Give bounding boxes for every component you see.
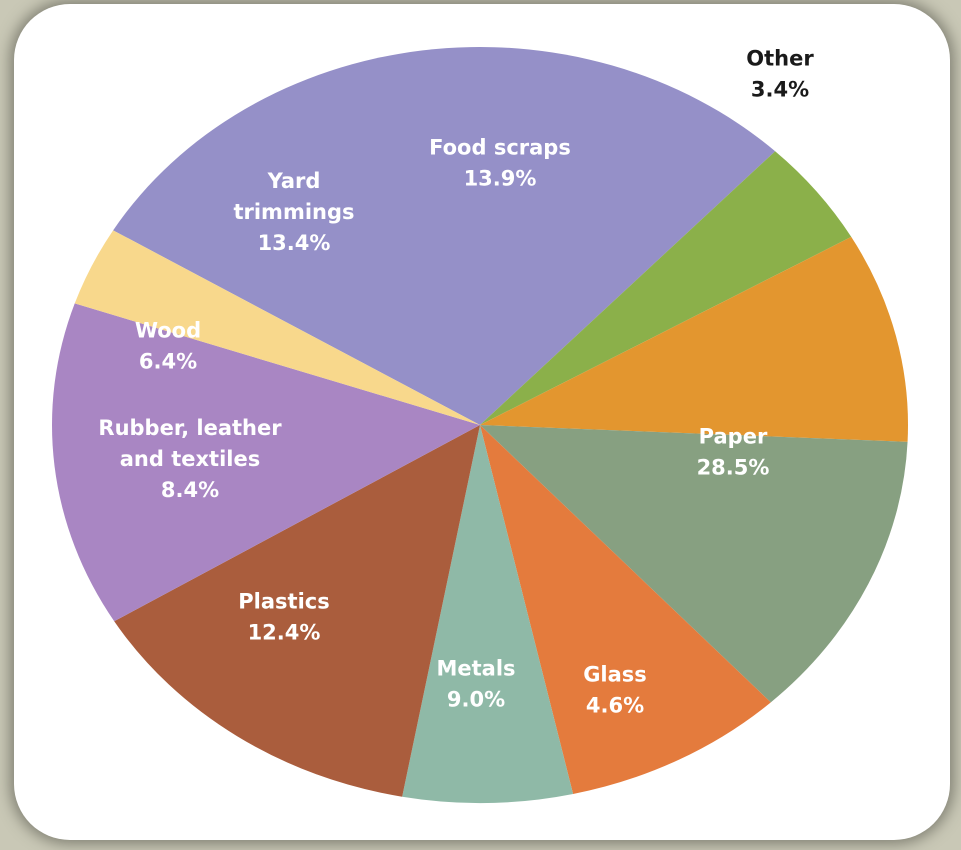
pie-slices (51, 46, 908, 803)
slice-value-label: 8.4% (161, 478, 219, 502)
slice-paper (113, 46, 776, 426)
slice-name-label: Food scraps (429, 136, 571, 160)
slice-name-label: Other (746, 47, 814, 71)
slice-food-scraps (51, 303, 480, 622)
label-glass: Glass 4.6% (583, 663, 647, 718)
label-paper: Paper 28.5% (697, 425, 770, 480)
label-rubber-leather-and-textiles: Rubber, leather and textiles 8.4% (98, 416, 282, 502)
slice-value-label: 13.4% (258, 231, 331, 255)
label-other: Other 3.4% (746, 47, 814, 102)
slice-name-label: Glass (583, 663, 647, 687)
slice-labels: Paper 28.5% Glass 4.6% Metals 9.0% Plastics 12.… (98, 47, 814, 718)
label-wood: Wood 6.4% (135, 319, 201, 374)
slice-name-label: Rubber, leather (98, 416, 282, 440)
label-food-scraps: Food scraps 13.9% (429, 136, 571, 191)
slice-value-label: 12.4% (248, 621, 321, 645)
slice-plastics (480, 425, 908, 703)
slice-wood (402, 425, 574, 803)
slice-name-label: trimmings (233, 200, 354, 224)
slice-glass (480, 151, 852, 425)
slice-name-label: Metals (436, 657, 515, 681)
slice-value-label: 9.0% (447, 688, 505, 712)
slice-rubber-leather-and-textiles (480, 425, 771, 794)
slice-name-label: Paper (699, 425, 768, 449)
slice-value-label: 4.6% (586, 694, 644, 718)
slice-value-label: 3.4% (751, 78, 809, 102)
label-yard-trimmings: Yard trimmings 13.4% (233, 169, 354, 255)
slice-name-label: and textiles (120, 447, 260, 471)
slice-name-label: Yard (267, 169, 321, 193)
slice-value-label: 6.4% (139, 350, 197, 374)
slice-name-label: Plastics (238, 590, 329, 614)
slice-value-label: 28.5% (697, 456, 770, 480)
slice-metals (480, 236, 908, 442)
slice-value-label: 13.9% (464, 167, 537, 191)
label-metals: Metals 9.0% (436, 657, 515, 712)
slice-other (74, 230, 481, 425)
slice-yard-trimmings (114, 425, 481, 797)
label-plastics: Plastics 12.4% (238, 590, 329, 645)
slice-name-label: Wood (135, 319, 201, 343)
